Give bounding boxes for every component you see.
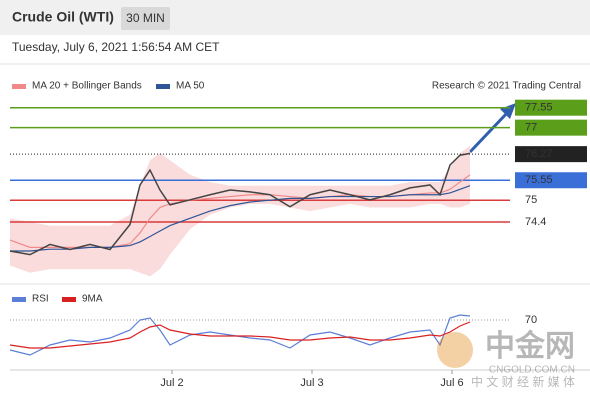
level-badge bbox=[515, 99, 587, 116]
x-tick-label: Jul 6 bbox=[440, 377, 463, 389]
watermark: 中金网 CNGOLD.COM.CN 中 文 财 经 新 媒 体 bbox=[437, 329, 575, 389]
watermark-name: 中金网 bbox=[485, 329, 575, 363]
timeframe-badge bbox=[121, 7, 170, 30]
watermark-site: CNGOLD.COM.CN bbox=[489, 365, 575, 376]
credit: Research © 2021 Trading Central bbox=[432, 81, 581, 92]
legend-swatch bbox=[12, 84, 26, 89]
level-label: 77 bbox=[525, 122, 537, 134]
legend-swatch bbox=[12, 297, 26, 302]
level-label: 75 bbox=[525, 194, 537, 206]
level-label: 75.55 bbox=[525, 174, 553, 186]
legend-label: RSI bbox=[32, 294, 49, 305]
watermark-logo bbox=[437, 332, 473, 368]
level-badge bbox=[515, 119, 587, 136]
forecast-arrow bbox=[468, 110, 510, 154]
level-label: 77.55 bbox=[525, 102, 553, 114]
title: Crude Oil (WTI) bbox=[12, 9, 114, 25]
series-line bbox=[9, 314, 471, 356]
x-tick-label: Jul 2 bbox=[160, 377, 183, 389]
timeframe: 30 MIN bbox=[126, 11, 165, 25]
level-label: 76.27 bbox=[525, 148, 553, 160]
legend-label: 9MA bbox=[82, 294, 103, 305]
header-bar bbox=[0, 0, 590, 35]
level-label: 74.4 bbox=[525, 216, 546, 228]
legend-swatch bbox=[62, 297, 76, 302]
y-tick-label: 70 bbox=[525, 314, 537, 326]
legend-swatch bbox=[156, 84, 170, 89]
price-line bbox=[9, 152, 471, 256]
watermark-slogan: 中 文 财 经 新 媒 体 bbox=[471, 374, 575, 389]
bollinger-band bbox=[10, 145, 470, 277]
date: Tuesday, July 6, 2021 1:56:54 AM CET bbox=[12, 40, 220, 54]
legend-label: MA 20 + Bollinger Bands bbox=[32, 81, 142, 92]
level-badge bbox=[515, 146, 587, 163]
series-line bbox=[9, 321, 471, 349]
x-tick-label: Jul 3 bbox=[300, 377, 323, 389]
arrow-head bbox=[500, 103, 516, 119]
legend-label: MA 50 bbox=[176, 81, 205, 92]
level-badge bbox=[515, 172, 587, 189]
